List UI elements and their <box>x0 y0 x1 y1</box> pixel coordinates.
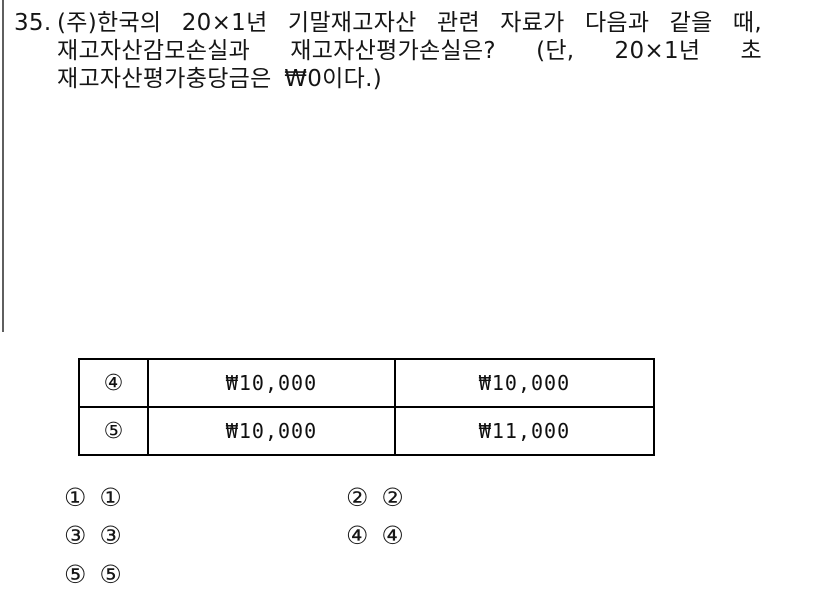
valuation-loss-cell: ₩11,000 <box>394 406 655 456</box>
shrinkage-loss-cell: ₩10,000 <box>147 406 396 456</box>
question-block: 35. (주)한국의 20×1년 기말재고자산 관련 자료가 다음과 같을 때,… <box>14 9 762 93</box>
option-value: ① <box>99 483 122 512</box>
option-value: ④ <box>381 521 404 550</box>
option-marker: ⑤ <box>64 560 87 589</box>
option-marker: ① <box>64 483 87 512</box>
option-value: ⑤ <box>99 560 122 589</box>
option-value: ② <box>381 483 404 512</box>
shrinkage-loss-cell: ₩10,000 <box>147 358 396 408</box>
option-marker: ③ <box>64 521 87 550</box>
question-text: (주)한국의 20×1년 기말재고자산 관련 자료가 다음과 같을 때, 재고자… <box>57 10 762 92</box>
option-label-cell: ④ <box>78 358 149 408</box>
table-row: ⑤ ₩10,000 ₩11,000 <box>78 406 655 456</box>
option-marker: ② <box>346 483 369 512</box>
page-margin-rule <box>2 0 4 332</box>
question-number: 35. <box>14 10 52 36</box>
option-marker: ④ <box>346 521 369 550</box>
option-value: ③ <box>99 521 122 550</box>
valuation-loss-cell: ₩10,000 <box>394 358 655 408</box>
table-row: ④ ₩10,000 ₩10,000 <box>78 358 655 408</box>
option-label-cell: ⑤ <box>78 406 149 456</box>
answer-table: ④ ₩10,000 ₩10,000 ⑤ ₩10,000 ₩11,000 <box>78 358 655 456</box>
